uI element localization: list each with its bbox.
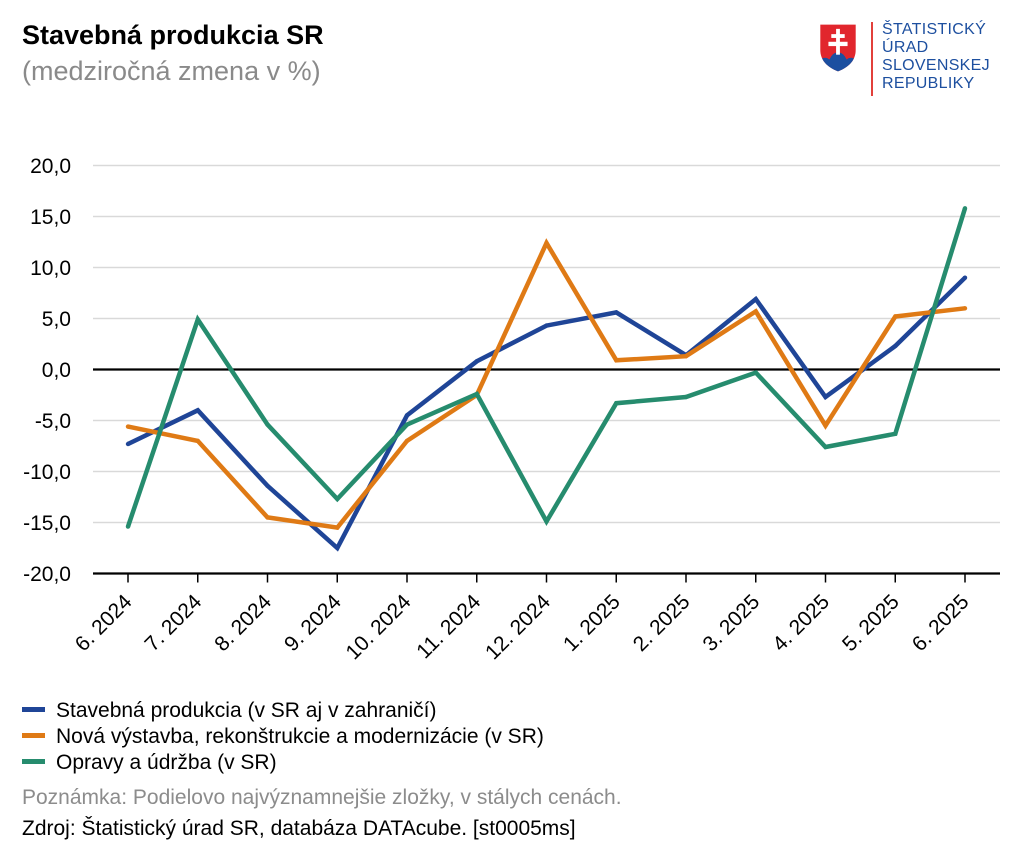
x-tick-label: 10. 2024 <box>341 590 415 664</box>
data-point <box>544 240 549 246</box>
data-point <box>614 401 619 406</box>
data-point <box>195 438 200 444</box>
coat-of-arms-icon <box>817 22 859 74</box>
data-point <box>544 323 549 328</box>
data-point <box>125 441 131 447</box>
data-point <box>265 422 270 427</box>
data-point <box>962 306 968 311</box>
legend-item-stavebna-produkcia: Stavebná produkcia (v SR aj v zahraničí) <box>22 698 437 724</box>
legend-swatch <box>22 758 45 764</box>
chart-title: Stavebná produkcia SR <box>22 20 324 50</box>
legend-label: Nová výstavba, rekonštrukcie a modernizá… <box>56 725 544 748</box>
x-tick-label: 4. 2025 <box>768 590 834 656</box>
legend-item-nova-vystavba: Nová výstavba, rekonštrukcie a modernizá… <box>22 724 544 750</box>
y-tick-label: 5,0 <box>42 308 71 331</box>
x-tick-label: 11. 2024 <box>412 590 485 663</box>
y-tick-label: 20,0 <box>30 155 71 178</box>
y-axis-labels: 20,0 15,0 10,0 5,0 0,0 -5,0 -10,0 -15,0 -20,0 <box>23 155 71 586</box>
data-point <box>614 310 619 315</box>
logo-line: SLOVENSKEJ <box>882 57 990 74</box>
data-point <box>893 431 898 436</box>
x-tick-label: 7. 2024 <box>140 590 206 656</box>
data-point <box>335 545 340 551</box>
y-tick-label: 15,0 <box>30 206 71 229</box>
data-point <box>195 317 200 322</box>
data-point <box>823 423 828 428</box>
line-chart: 20,0 15,0 10,0 5,0 0,0 -5,0 -10,0 -15,0 -20,0 6.… <box>23 155 1000 664</box>
logo-line: ÚRAD <box>882 39 929 56</box>
x-tick-label: 8. 2024 <box>210 590 276 656</box>
data-point <box>125 424 131 429</box>
data-point <box>265 483 270 488</box>
data-point <box>474 359 479 364</box>
chart-source: Zdroj: Štatistický úrad SR, databáza DAT… <box>22 817 576 840</box>
logo-line: ŠTATISTICKÝ <box>882 21 987 38</box>
data-point <box>893 343 898 349</box>
x-tick-label: 1. 2025 <box>559 590 625 656</box>
series <box>125 206 968 552</box>
legend-swatch <box>22 732 45 738</box>
y-tick-label: -15,0 <box>23 512 71 535</box>
data-point <box>823 394 828 400</box>
y-tick-label: -20,0 <box>23 563 71 586</box>
legend-item-opravy-a-udrzba: Opravy a údržba (v SR) <box>22 750 277 776</box>
x-tick-label: 6. 2025 <box>908 590 974 656</box>
data-point <box>335 496 340 502</box>
series-3 <box>125 206 968 529</box>
axis-lines <box>93 368 1000 575</box>
logo-separator <box>871 22 873 96</box>
data-point <box>195 408 200 413</box>
data-point <box>474 391 479 397</box>
x-tick-label: 12. 2024 <box>481 590 555 664</box>
data-point <box>753 370 758 375</box>
chart-subtitle: (medziročná zmena v %) <box>22 56 321 86</box>
data-point <box>614 358 619 363</box>
y-tick-label: -5,0 <box>35 410 71 433</box>
data-point <box>125 524 131 529</box>
data-point <box>404 413 410 418</box>
data-point <box>335 525 340 530</box>
legend-label: Stavebná produkcia (v SR aj v zahraničí) <box>56 699 437 722</box>
x-tick-label: 3. 2025 <box>698 590 764 656</box>
y-tick-label: -10,0 <box>23 461 71 484</box>
logo-line: REPUBLIKY <box>882 75 975 92</box>
series-line <box>125 207 968 528</box>
series-2 <box>125 238 968 531</box>
series-1 <box>125 275 968 552</box>
x-tick-label: 6. 2024 <box>71 590 137 656</box>
x-tick-label: 2. 2025 <box>629 590 695 656</box>
statistical-office-logo: ŠTATISTICKÝ ÚRAD SLOVENSKEJ REPUBLIKY <box>816 20 1016 100</box>
data-point <box>683 394 689 400</box>
x-tick-label: 5. 2025 <box>838 590 904 656</box>
data-point <box>893 314 898 319</box>
data-point <box>962 206 968 211</box>
data-point <box>753 309 758 314</box>
y-tick-label: 0,0 <box>42 359 71 382</box>
y-tick-label: 10,0 <box>30 257 71 280</box>
data-point <box>544 519 549 524</box>
logo-text: ŠTATISTICKÝ ÚRAD SLOVENSKEJ REPUBLIKY <box>882 21 990 93</box>
data-point <box>962 275 968 280</box>
data-point <box>404 422 410 427</box>
data-point <box>683 354 689 359</box>
chart-note: Poznámka: Podielovo najvýznamnejšie zlož… <box>22 786 622 809</box>
data-point <box>265 515 270 520</box>
legend-swatch <box>22 706 45 712</box>
x-tick-label: 9. 2024 <box>280 590 346 656</box>
data-point <box>404 438 410 444</box>
data-point <box>823 444 828 450</box>
data-point <box>753 296 758 302</box>
legend-label: Opravy a údržba (v SR) <box>56 751 277 774</box>
gridlines <box>93 164 1000 524</box>
